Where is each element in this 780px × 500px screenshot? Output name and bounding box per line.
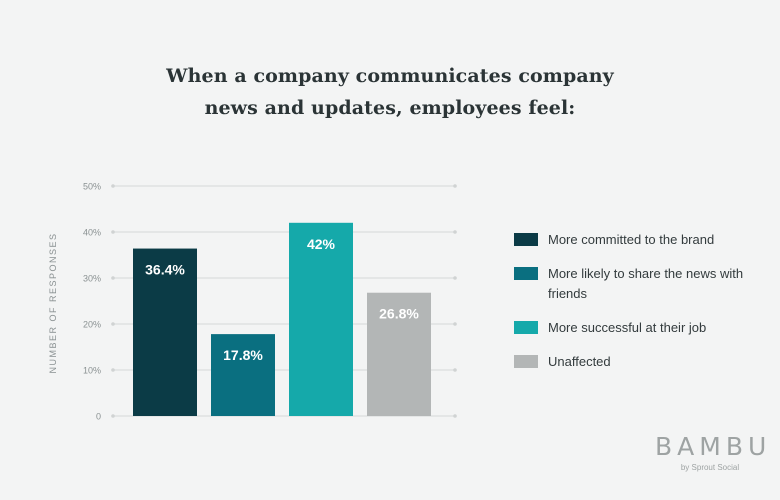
gridline-dot-left <box>111 414 115 418</box>
bar <box>367 292 431 416</box>
bar <box>289 222 353 416</box>
legend-label-share: More likely to share the news with frien… <box>548 266 744 301</box>
y-axis-label: NUMBER OF RESPONSES <box>48 232 58 373</box>
y-tick-label: 20% <box>83 320 101 330</box>
legend-item-share: More likely to share the news with frien… <box>514 264 764 304</box>
y-tick-label: 50% <box>83 182 101 192</box>
gridline-dot-right <box>453 184 457 188</box>
y-tick-label: 40% <box>83 228 101 238</box>
y-tick-label: 0 <box>96 412 101 422</box>
bar <box>133 248 197 416</box>
chart-title-line-2: news and updates, employees feel: <box>204 97 576 119</box>
gridline-dot-left <box>111 368 115 372</box>
legend-swatch-successful <box>514 321 538 334</box>
bar-value-label: 17.8% <box>223 347 263 363</box>
bar-value-label: 26.8% <box>379 306 419 322</box>
legend-label-successful: More successful at their job <box>548 320 707 335</box>
brand-logo: BAMBU by Sprout Social <box>655 432 772 472</box>
gridline-dot-left <box>111 276 115 280</box>
chart-legend: More committed to the brand More likely … <box>514 230 764 386</box>
gridline-dot-right <box>453 276 457 280</box>
legend-swatch-committed <box>514 233 538 246</box>
bar-value-label: 42% <box>307 236 336 252</box>
y-tick-label: 10% <box>83 366 101 376</box>
brand-logo-tagline: by Sprout Social <box>680 463 740 472</box>
legend-swatch-unaffected <box>514 355 538 368</box>
legend-label-unaffected: Unaffected <box>548 354 611 369</box>
gridline-dot-right <box>453 230 457 234</box>
legend-item-committed: More committed to the brand <box>514 230 764 250</box>
brand-logo-name: BAMBU <box>655 432 772 461</box>
gridline-dot-left <box>111 184 115 188</box>
gridline-dot-right <box>453 322 457 326</box>
legend-item-successful: More successful at their job <box>514 318 764 338</box>
y-tick-label: 30% <box>83 274 101 284</box>
legend-item-unaffected: Unaffected <box>514 352 764 372</box>
gridline-dot-left <box>111 322 115 326</box>
gridline-dot-left <box>111 230 115 234</box>
chart-title: When a company communicates company news… <box>0 60 780 124</box>
bar-value-label: 36.4% <box>145 262 185 278</box>
gridline-dot-right <box>453 368 457 372</box>
legend-label-committed: More committed to the brand <box>548 232 715 247</box>
bar <box>211 334 275 416</box>
legend-swatch-share <box>514 267 538 280</box>
gridline-dot-right <box>453 414 457 418</box>
chart-title-line-1: When a company communicates company <box>166 65 614 87</box>
